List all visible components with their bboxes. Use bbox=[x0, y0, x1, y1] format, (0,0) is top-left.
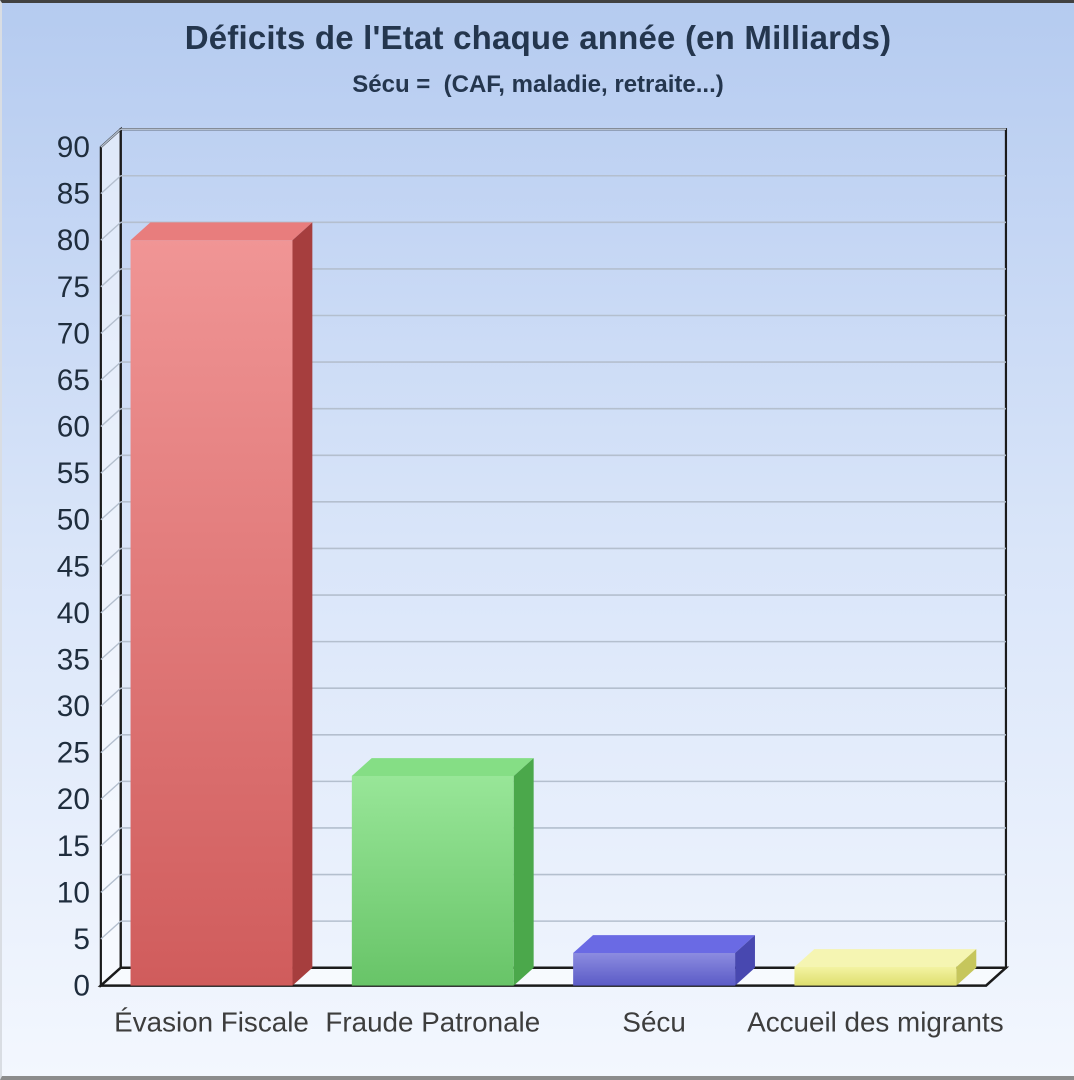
y-tick-label: 50 bbox=[57, 504, 90, 537]
gridline-wall-segment bbox=[100, 454, 122, 474]
bar-side-face bbox=[956, 949, 977, 986]
gridline-wall-segment bbox=[100, 920, 122, 940]
gridline-wall-segment bbox=[100, 408, 122, 428]
bar-top-face bbox=[351, 758, 534, 776]
y-tick-label: 0 bbox=[73, 970, 90, 1003]
gridline-wall-segment bbox=[100, 268, 122, 288]
chart-title: Déficits de l'Etat chaque année (en Mill… bbox=[184, 19, 892, 56]
y-tick-label: 90 bbox=[57, 131, 90, 164]
x-category-label: Sécu bbox=[622, 1006, 685, 1037]
gridline-wall-segment bbox=[100, 594, 122, 614]
bar-side-face bbox=[292, 222, 313, 986]
y-tick-label: 5 bbox=[73, 923, 90, 956]
gridline-wall-segment bbox=[100, 128, 122, 148]
bar-front-face bbox=[573, 952, 736, 986]
y-tick-label: 25 bbox=[57, 737, 90, 770]
bar-fraude-patronale bbox=[351, 758, 534, 986]
bar-accueil-des-migrants bbox=[794, 949, 977, 986]
y-tick-label: 35 bbox=[57, 643, 90, 676]
y-tick-label: 70 bbox=[57, 317, 90, 350]
bar-front-face bbox=[351, 775, 514, 986]
gridline-wall-segment bbox=[100, 175, 122, 195]
bar-front-face bbox=[794, 966, 957, 986]
y-tick-label: 75 bbox=[57, 271, 90, 304]
gridline-wall-segment bbox=[100, 780, 122, 800]
y-tick-label: 30 bbox=[57, 690, 90, 723]
gridline-wall-segment bbox=[100, 361, 122, 381]
y-tick-label: 15 bbox=[57, 830, 90, 863]
bar-top-face bbox=[573, 935, 755, 953]
bar-top-face bbox=[130, 222, 313, 241]
bar-front-face bbox=[130, 240, 293, 986]
gridline-wall-segment bbox=[100, 547, 122, 567]
x-category-label: Accueil des migrants bbox=[747, 1006, 1003, 1037]
gridline-wall-segment bbox=[100, 641, 122, 661]
y-tick-label: 60 bbox=[57, 411, 90, 444]
y-tick-label: 80 bbox=[57, 224, 90, 257]
y-tick-label: 20 bbox=[57, 783, 90, 816]
bar-top-face bbox=[794, 949, 977, 967]
bar-secu bbox=[573, 935, 755, 986]
gridline-wall-segment bbox=[100, 314, 122, 334]
bar-side-face bbox=[735, 935, 755, 986]
y-tick-label: 10 bbox=[57, 876, 90, 909]
y-tick-label: 65 bbox=[57, 364, 90, 397]
gridline-wall-segment bbox=[100, 734, 122, 754]
chart-subtitle: Sécu = (CAF, maladie, retraite...) bbox=[352, 71, 724, 98]
x-category-label: Évasion Fiscale bbox=[114, 1006, 309, 1037]
gridline-wall-segment bbox=[100, 687, 122, 707]
y-tick-label: 85 bbox=[57, 178, 90, 211]
gridline-wall-segment bbox=[100, 827, 122, 847]
bar-side-face bbox=[513, 758, 534, 986]
y-tick-label: 55 bbox=[57, 457, 90, 490]
x-category-label: Fraude Patronale bbox=[325, 1006, 540, 1037]
y-tick-label: 40 bbox=[57, 597, 90, 630]
gridline-wall-segment bbox=[100, 501, 122, 521]
y-tick-label: 45 bbox=[57, 550, 90, 583]
gridline-wall-segment bbox=[100, 221, 122, 241]
gridline-wall-segment bbox=[100, 874, 122, 893]
bar-evasion-fiscale bbox=[130, 222, 313, 986]
bar-chart-canvas: 0 5 10 15 20 25 30 35 40 45 50 55 60 65 70 75 80 85 90 Évas… bbox=[57, 126, 1010, 1037]
